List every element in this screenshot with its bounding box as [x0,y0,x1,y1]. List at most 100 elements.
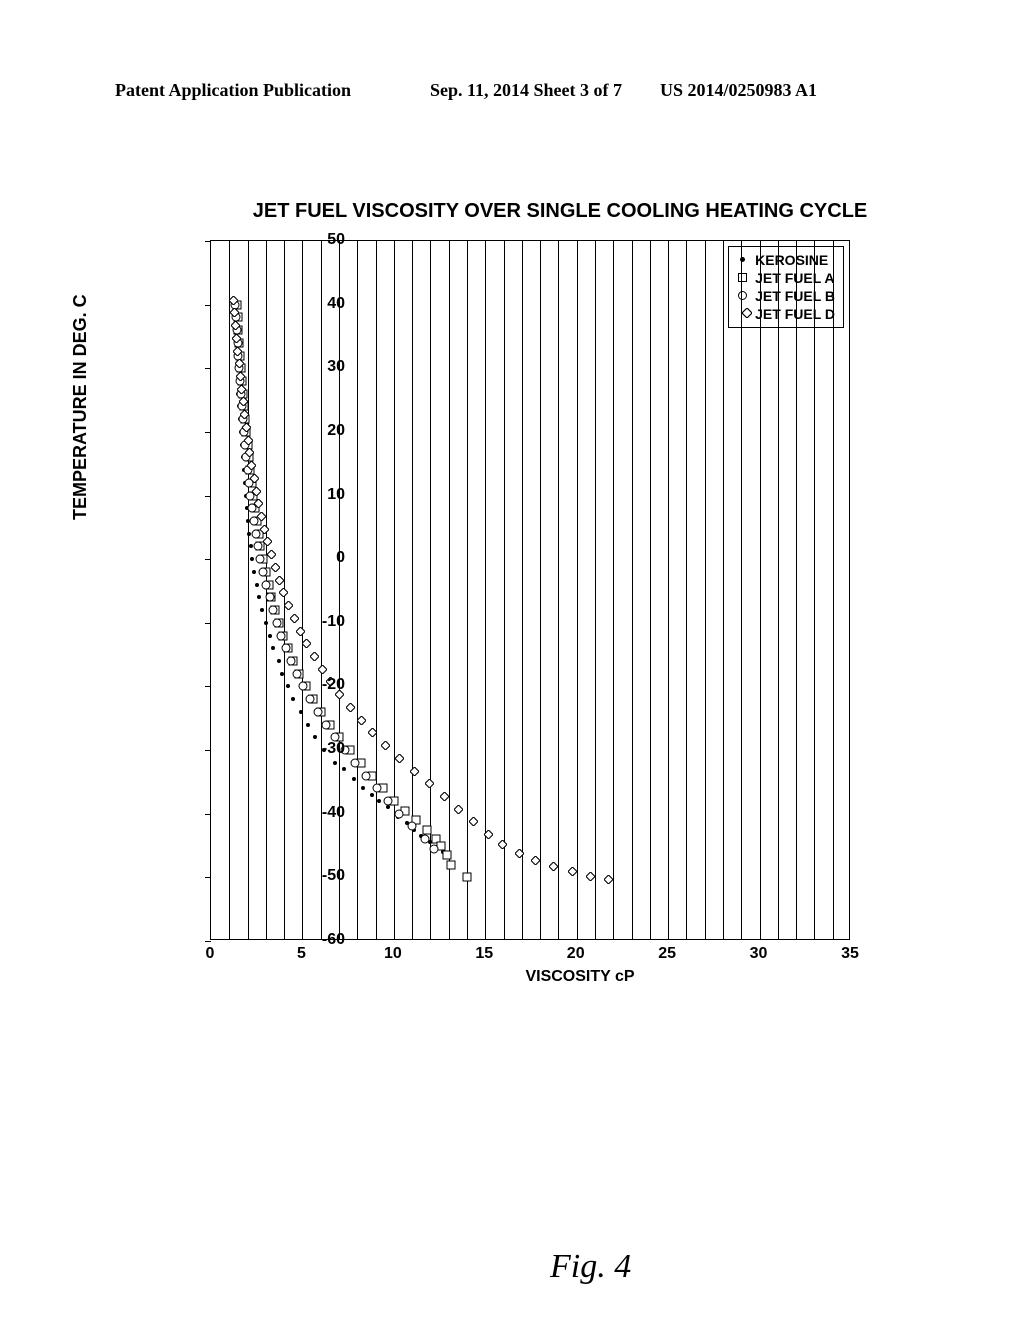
gridline-v [686,241,687,939]
y-tick-mark [205,368,211,369]
gridline-v [723,241,724,939]
gridline-v [339,241,340,939]
legend-item: JET FUEL B [737,287,835,305]
gridline-v [248,241,249,939]
y-tick-mark [205,432,211,433]
data-point [269,606,278,615]
legend-label: JET FUEL A [755,270,834,286]
x-tick-label: 30 [739,945,779,963]
header-pubno: US 2014/0250983 A1 [660,80,817,101]
data-point [591,876,600,885]
data-point [420,835,429,844]
data-point [430,844,439,853]
y-tick-label: -50 [305,867,345,885]
gridline-v [595,241,596,939]
data-point [299,710,303,714]
data-point [306,723,310,727]
data-point [362,771,371,780]
data-point [291,697,295,701]
data-point [444,797,453,806]
data-point [463,873,472,882]
y-tick-mark [205,941,211,942]
data-point [459,809,468,818]
y-tick-label: -10 [305,613,345,631]
data-point [361,786,365,790]
data-point [253,542,262,551]
data-point [333,761,337,765]
data-point [422,825,431,834]
y-tick-mark [205,814,211,815]
gridline-v [522,241,523,939]
y-tick-label: -30 [305,740,345,758]
header-pub: Patent Application Publication [115,80,351,101]
x-tick-label: 15 [464,945,504,963]
gridline-v [668,241,669,939]
gridline-v [577,241,578,939]
chart-title: JET FUEL VISCOSITY OVER SINGLE COOLING H… [220,200,900,223]
legend-item: JET FUEL D [737,305,835,323]
y-tick-mark [205,305,211,306]
gridline-v [302,241,303,939]
y-tick-label: 20 [305,422,345,440]
legend-item: KEROSINE [737,251,835,269]
data-point [261,580,270,589]
data-point [373,784,382,793]
gridline-v [357,241,358,939]
gridline-v [376,241,377,939]
y-tick-label: 30 [305,358,345,376]
diamond-icon [737,308,749,320]
data-point [305,695,314,704]
x-tick-label: 25 [647,945,687,963]
gridline-v [613,241,614,939]
y-tick-label: 10 [305,486,345,504]
data-point [271,646,275,650]
data-point [572,872,581,881]
x-tick-label: 20 [556,945,596,963]
gridline-v [412,241,413,939]
data-point [250,557,254,561]
gridline-v [394,241,395,939]
y-tick-mark [205,686,211,687]
gridline-v [266,241,267,939]
gridline-v [449,241,450,939]
data-point [256,555,265,564]
data-point [286,684,290,688]
gridline-v [321,241,322,939]
data-point [503,844,512,853]
gridline-v [650,241,651,939]
header-date-sheet: Sep. 11, 2014 Sheet 3 of 7 [430,80,622,101]
data-point [313,735,317,739]
gridline-v [504,241,505,939]
x-tick-label: 10 [373,945,413,963]
data-point [281,644,290,653]
y-tick-label: 0 [305,549,345,567]
data-point [488,835,497,844]
y-tick-mark [205,877,211,878]
gridline-v [760,241,761,939]
plot-area: KEROSINEJET FUEL AJET FUEL BJET FUEL D [210,240,850,940]
square-icon [737,272,749,284]
data-point [473,822,482,831]
y-tick-mark [205,623,211,624]
gridline-v [467,241,468,939]
data-point [386,746,395,755]
data-point [277,631,286,640]
data-point [395,809,404,818]
legend: KEROSINEJET FUEL AJET FUEL BJET FUEL D [728,246,844,328]
data-point [322,720,331,729]
data-point [609,879,618,888]
data-point [446,860,455,869]
data-point [251,529,260,538]
data-point [265,593,274,602]
data-point [370,793,374,797]
x-tick-label: 5 [281,945,321,963]
x-axis-title: VISCOSITY cP [480,968,680,986]
y-tick-label: -20 [305,676,345,694]
data-point [287,657,296,666]
gridline-v [540,241,541,939]
data-point [255,583,259,587]
data-point [377,799,381,803]
data-point [313,707,322,716]
data-point [384,797,393,806]
data-point [408,822,417,831]
